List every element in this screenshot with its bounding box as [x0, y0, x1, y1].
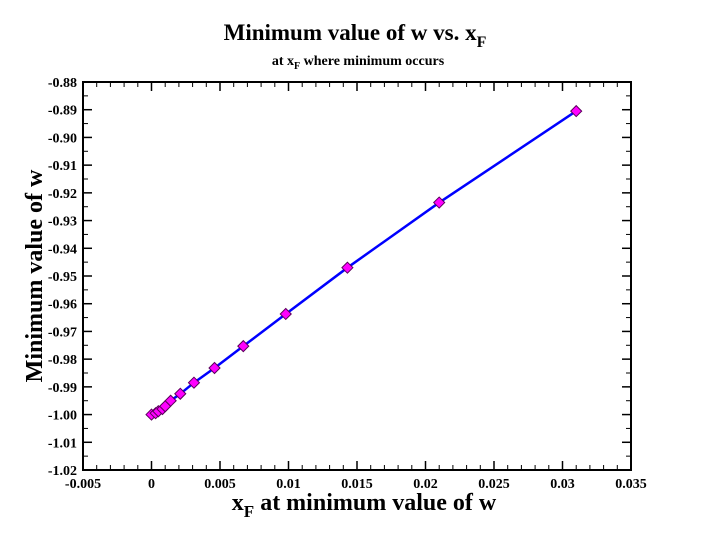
data-point-marker: [432, 196, 446, 209]
y-tick-label: -0.92: [48, 187, 77, 202]
x-axis: -0.005 0 0.005 0.01 0.015 0.02 0.025 0.03 0.035: [65, 82, 647, 492]
y-tick-label: -0.88: [48, 76, 77, 91]
y-tick-label: -1.01: [48, 436, 77, 451]
y-tick-label: -0.98: [48, 353, 77, 368]
data-point-marker: [164, 394, 177, 407]
x-axis-label-subscript: F: [244, 502, 254, 521]
x-tick-label: 0.005: [204, 477, 236, 492]
x-axis-label-suffix: at minimum value of w: [254, 490, 497, 516]
data-point-marker: [208, 361, 221, 375]
data-point-marker: [187, 376, 201, 389]
y-tick-label: -0.97: [48, 325, 77, 340]
y-tick-label: -0.94: [48, 242, 77, 257]
chart-title: Minimum value of w vs. xF: [224, 20, 487, 51]
chart-subtitle: at xF where minimum occurs: [272, 54, 445, 72]
y-tick-label: -0.91: [48, 159, 77, 174]
x-tick-label: -0.005: [65, 477, 101, 492]
data-point-marker: [569, 104, 583, 118]
x-tick-label: 0.02: [413, 477, 438, 492]
data-point-marker: [237, 339, 250, 353]
y-tick-label: -1.00: [48, 409, 77, 424]
x-axis-label: xF at minimum value of w: [232, 490, 497, 521]
x-tick-label: 0.015: [341, 477, 373, 492]
chart-title-subscript: F: [477, 34, 487, 51]
y-tick-label: -1.02: [48, 464, 77, 479]
chart-subtitle-subscript: F: [294, 61, 300, 72]
x-tick-label: 0.03: [550, 477, 575, 492]
data-point-marker: [174, 387, 187, 400]
y-tick-label: -0.93: [48, 215, 77, 230]
x-tick-label: 0: [148, 477, 155, 492]
data-point-marker: [341, 261, 354, 274]
chart-subtitle-prefix: at x: [272, 54, 294, 69]
y-tick-label: -0.95: [48, 270, 77, 285]
y-tick-label: -0.89: [48, 104, 77, 119]
y-tick-label: -0.90: [48, 131, 77, 146]
chart-title-main: Minimum value of w vs. x: [224, 20, 478, 45]
x-tick-label: 0.025: [478, 477, 510, 492]
x-axis-label-prefix: x: [232, 490, 244, 516]
series-layer: [145, 104, 583, 421]
y-axis: -0.88 -0.89 -0.90 -0.91 -0.92 -0.93 -0.94 -0.95…: [48, 76, 631, 479]
y-tick-label: -0.99: [48, 381, 77, 396]
x-tick-label: 0.01: [276, 477, 301, 492]
chart-subtitle-suffix: where minimum occurs: [300, 54, 445, 69]
y-axis-label: Minimum value of w: [22, 169, 48, 382]
y-tick-label: -0.96: [48, 298, 77, 313]
x-tick-label: 0.035: [615, 477, 647, 492]
data-point-marker: [279, 307, 292, 321]
